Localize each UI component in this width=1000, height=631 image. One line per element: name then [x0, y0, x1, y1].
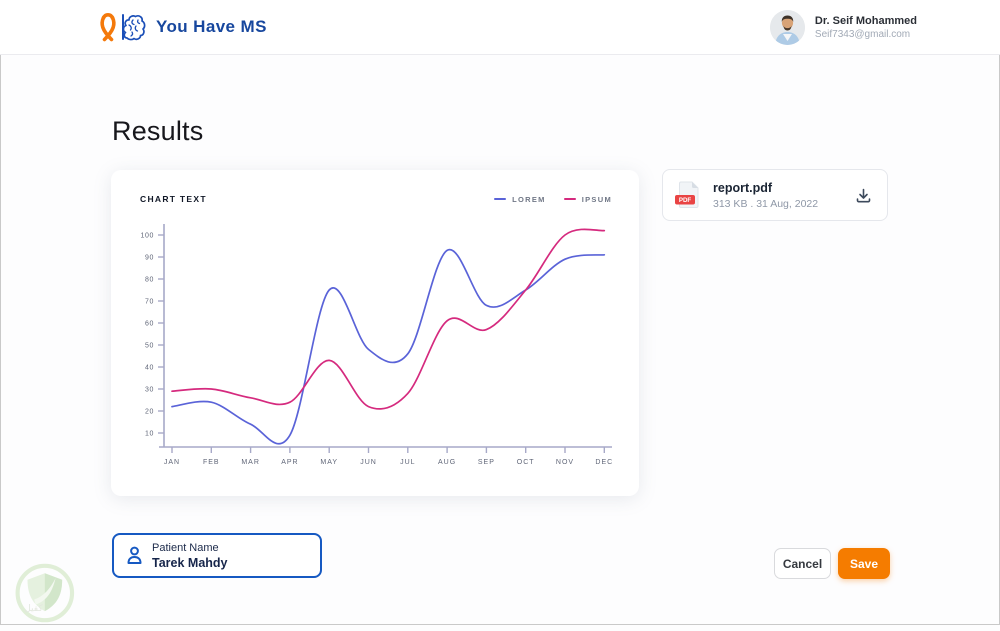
svg-text:PDF: PDF: [679, 197, 692, 204]
brain-icon: [122, 14, 146, 41]
y-tick-label: 20: [145, 409, 154, 416]
series-line-ipsum: [171, 228, 606, 410]
file-meta: 313 KB . 31 Aug, 2022: [713, 197, 819, 210]
chart-title: CHART TEXT: [140, 194, 207, 204]
person-icon: [127, 546, 142, 564]
x-tick-label: NOV: [556, 459, 574, 466]
chart-header: CHART TEXT LOREM IPSUM: [140, 194, 612, 204]
legend-label: LOREM: [512, 194, 546, 204]
patient-value: Tarek Mahdy: [152, 555, 228, 570]
y-tick-label: 50: [145, 343, 154, 350]
profile-texts: Dr. Seif Mohammed Seif7343@gmail.com: [815, 15, 917, 40]
x-tick-label: JUL: [400, 459, 415, 466]
chart-legend: LOREM IPSUM: [494, 195, 612, 204]
legend-dash: [563, 198, 576, 200]
user-name: Dr. Seif Mohammed: [814, 14, 917, 27]
y-tick-label: 40: [145, 365, 154, 372]
brand[interactable]: You Have MS: [97, 11, 267, 43]
patient-name-field[interactable]: Patient Name Tarek Mahdy: [112, 533, 322, 578]
watermark-text: كفيل: [24, 603, 43, 613]
cancel-button[interactable]: Cancel: [774, 548, 831, 579]
user-profile[interactable]: Dr. Seif Mohammed Seif7343@gmail.com: [769, 9, 917, 45]
x-tick-label: MAY: [320, 459, 338, 466]
page-title: Results: [112, 116, 204, 146]
series-line-lorem: [171, 248, 606, 445]
x-tick-label: AUG: [438, 459, 456, 466]
x-tick-label: OCT: [517, 459, 535, 466]
x-tick-label: FEB: [203, 459, 220, 466]
patient-label: Patient Name: [152, 541, 219, 554]
line-chart: 10 20 30 40 50 60 70 80 90 100 JAN FEB MAR APR MAY JUN J…: [141, 224, 613, 466]
brand-logo: [97, 11, 146, 43]
pdf-file-icon: PDF: [673, 179, 703, 211]
y-tick-label: 80: [145, 277, 154, 284]
y-tick-label: 90: [145, 255, 154, 262]
watermark-logo: كفيل: [2, 560, 86, 631]
x-tick-label: SEP: [478, 459, 495, 466]
x-tick-label: APR: [281, 459, 298, 466]
legend-item-lorem[interactable]: LOREM: [494, 195, 546, 204]
report-file-card[interactable]: PDF report.pdf 313 KB . 31 Aug, 2022: [662, 169, 888, 221]
file-texts: report.pdf 313 KB . 31 Aug, 2022: [713, 181, 843, 210]
x-tick-label: JUN: [360, 459, 377, 466]
awareness-ribbon-icon: [100, 13, 116, 42]
y-tick-label: 60: [145, 321, 154, 328]
download-icon: [856, 188, 871, 202]
legend-dash: [494, 198, 507, 200]
patient-texts: Patient Name Tarek Mahdy: [152, 542, 228, 570]
brand-name: You Have MS: [156, 17, 267, 36]
download-button[interactable]: [853, 185, 874, 206]
y-tick-label: 70: [145, 299, 154, 306]
legend-item-ipsum[interactable]: IPSUM: [563, 194, 612, 204]
x-tick-label: JAN: [164, 459, 180, 466]
chart-card: CHART TEXT LOREM IPSUM 10 20 30 40 50 60 70 80 90…: [111, 170, 639, 496]
y-tick-label: 30: [145, 387, 154, 394]
x-tick-label: DEC: [595, 459, 613, 466]
file-name: report.pdf: [713, 180, 773, 195]
y-tick-label: 100: [141, 233, 154, 240]
legend-label: IPSUM: [581, 194, 612, 204]
user-email: Seif7343@gmail.com: [814, 28, 911, 40]
avatar: [769, 9, 805, 45]
app-header: You Have MS Dr. Seif Mohammed Seif7343@g…: [0, 0, 1000, 55]
save-button[interactable]: Save: [838, 548, 890, 579]
x-tick-label: MAR: [241, 459, 260, 466]
y-tick-label: 10: [145, 431, 154, 438]
